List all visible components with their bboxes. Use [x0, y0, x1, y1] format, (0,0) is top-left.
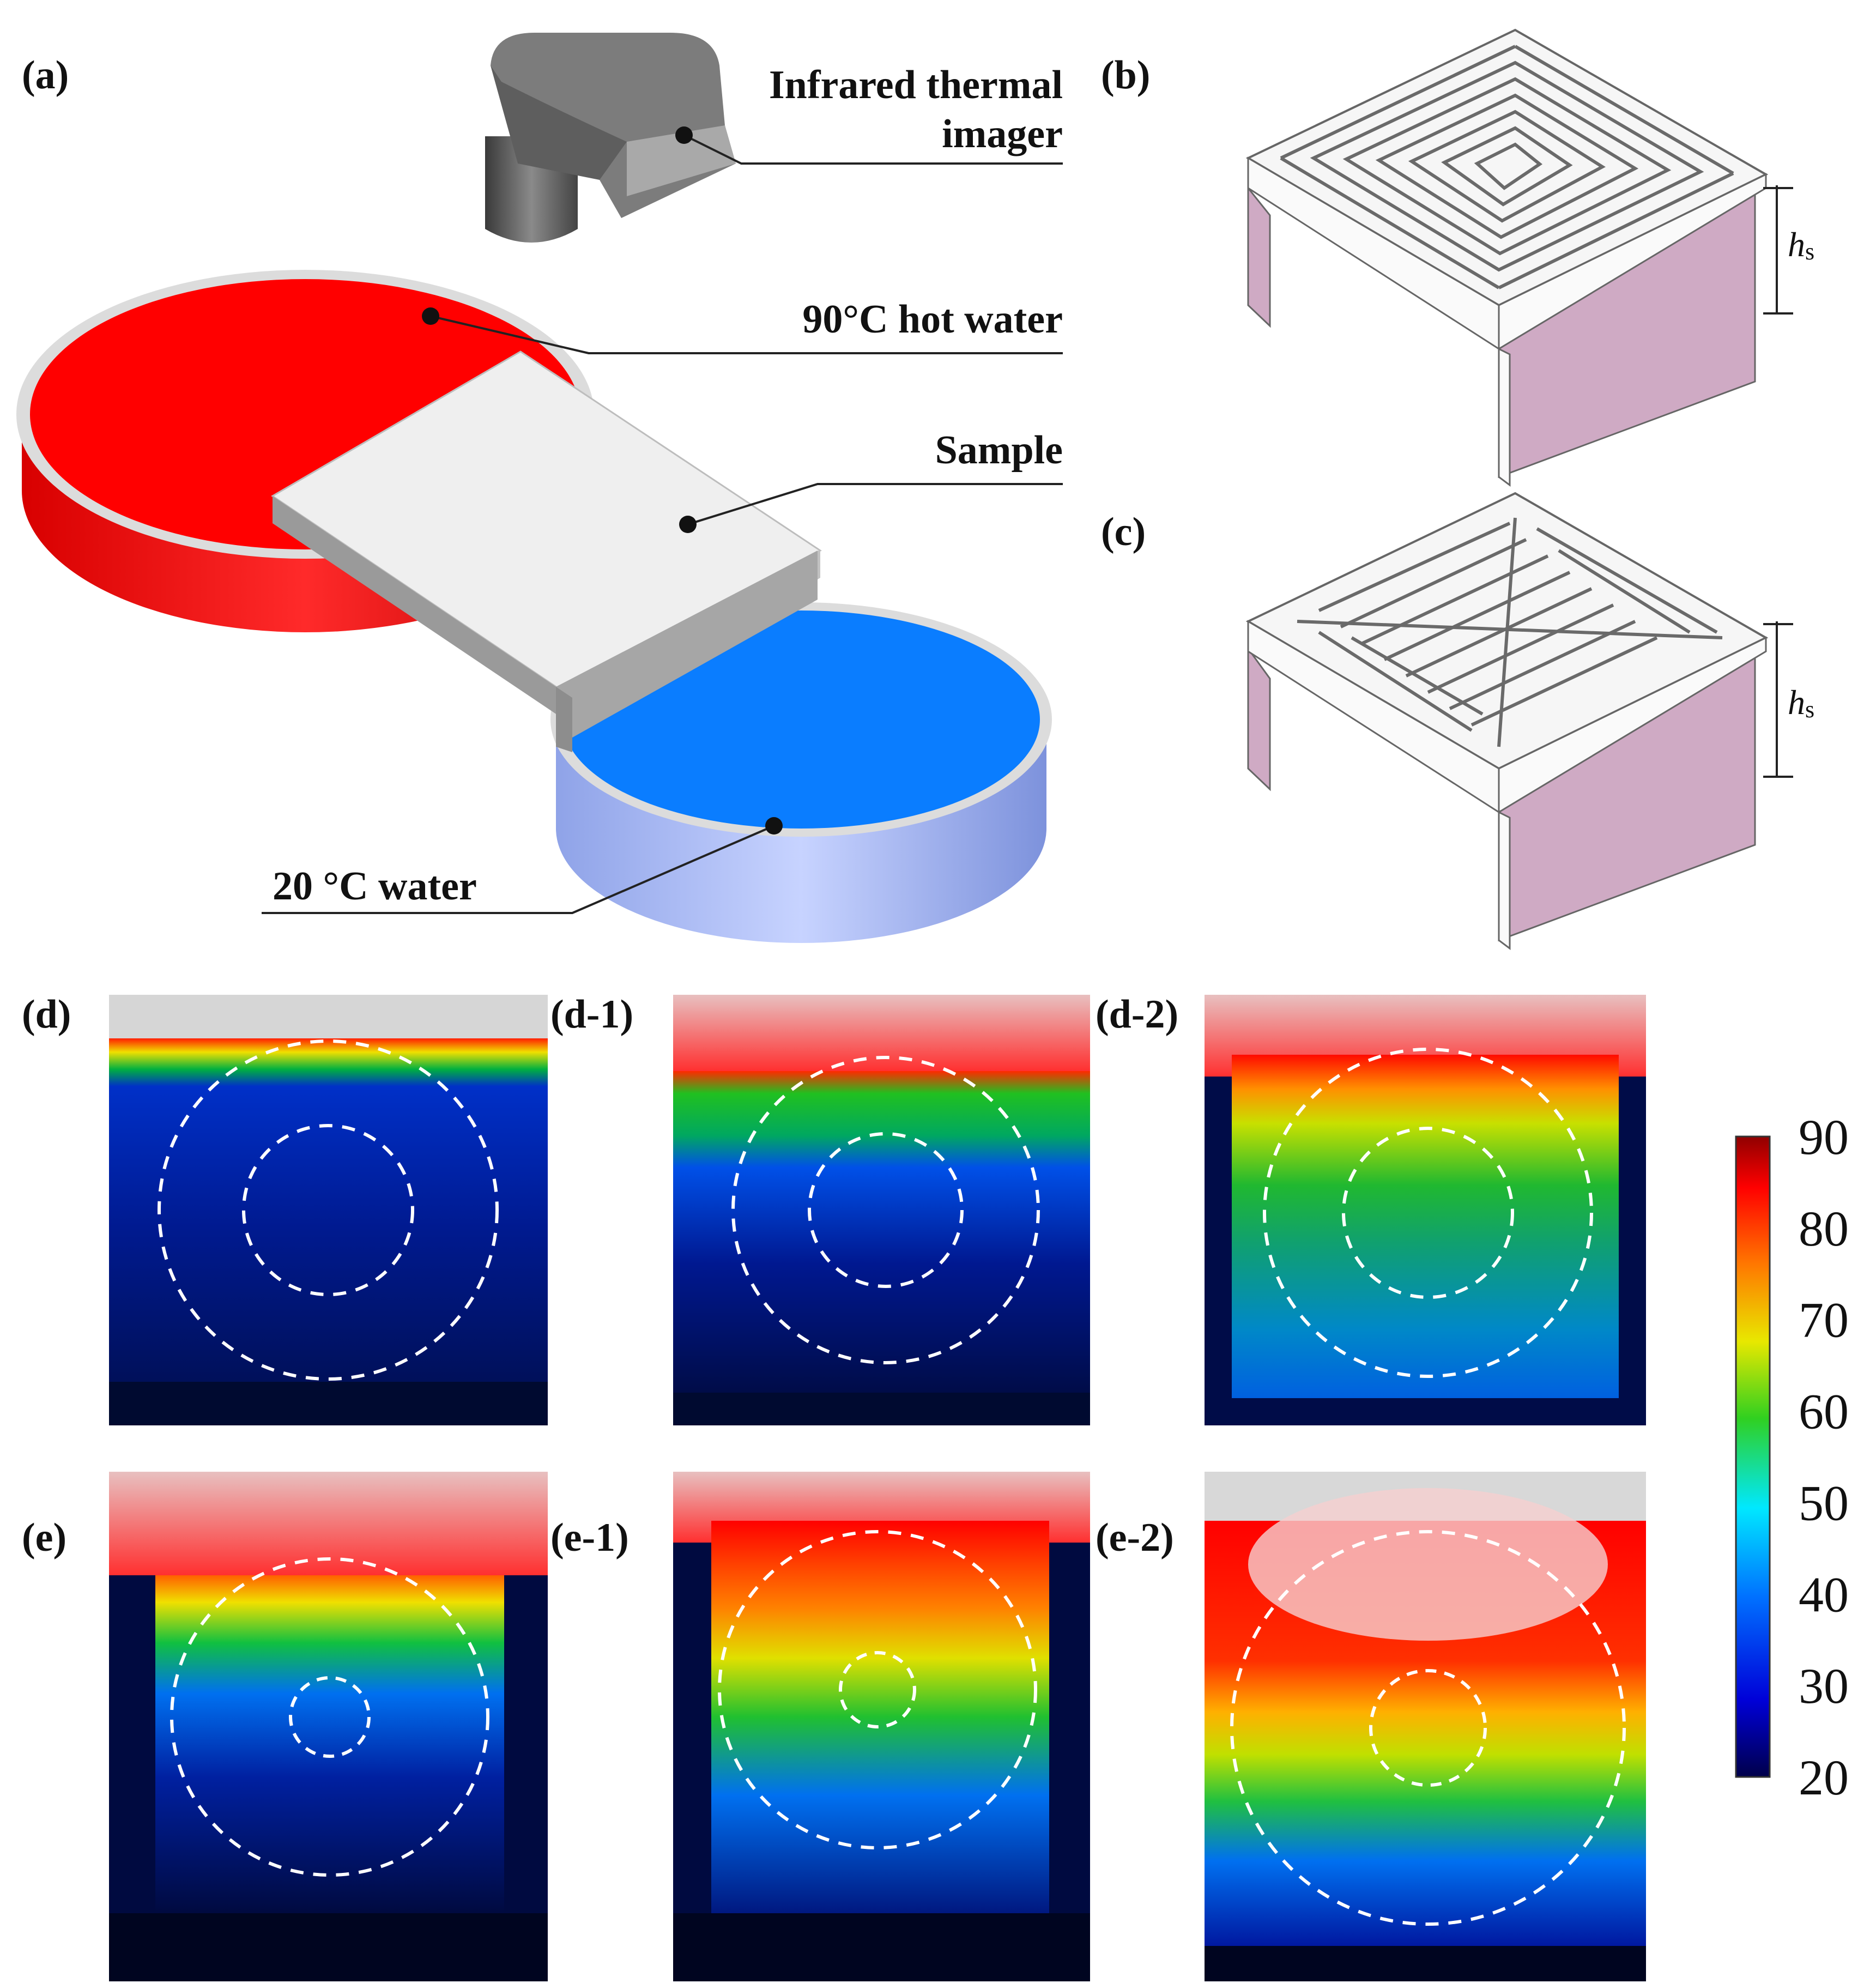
dashed-circle-inner — [808, 1132, 964, 1288]
thermal-e1: (e-1) — [550, 1472, 1090, 1981]
dimension-hs-b — [1763, 185, 1793, 315]
sample-plate — [271, 350, 822, 752]
dashed-circle-inner — [1369, 1669, 1487, 1787]
pattern-b — [1280, 45, 1734, 289]
dashed-circle-outer — [158, 1039, 499, 1381]
colorbar-gradient — [1735, 1135, 1771, 1778]
panel-label-d: (d) — [22, 992, 71, 1037]
colorbar-tick-label: 40 — [1799, 1567, 1849, 1622]
imager-label-line1: Infrared thermal — [769, 63, 1063, 107]
colorbar-tick-label: 70 — [1799, 1292, 1849, 1348]
callout-lines — [262, 134, 1063, 914]
panel-label-e1: (e-1) — [550, 1515, 629, 1560]
dashed-circle-outer — [1263, 1048, 1593, 1378]
thermal-d1: (d-1) — [550, 992, 1090, 1425]
thermal-d: (d) — [22, 992, 548, 1425]
pattern-c — [1297, 517, 1723, 747]
dashed-circle-inner — [242, 1124, 414, 1296]
colorbar-ticks: 90 80 70 60 50 40 30 20 — [1799, 1109, 1849, 1805]
dimension-label-c: hs — [1788, 683, 1814, 723]
dashed-circle-inner — [289, 1676, 371, 1758]
thermal-d2: (d-2) — [1096, 992, 1646, 1425]
panel-label-d1: (d-1) — [550, 992, 633, 1037]
colorbar-tick-label: 30 — [1799, 1658, 1849, 1714]
structure-b — [1245, 28, 1769, 487]
panel-label-c: (c) — [1101, 510, 1146, 554]
dashed-circle-inner — [1342, 1127, 1514, 1299]
infrared-imager-icon — [485, 33, 736, 243]
sample-label: Sample — [935, 428, 1063, 473]
panel-label-e: (e) — [22, 1515, 66, 1560]
imager-label-line2: imager — [942, 112, 1063, 156]
colorbar-tick-label: 20 — [1799, 1750, 1849, 1805]
panel-label-e2: (e-2) — [1096, 1515, 1174, 1560]
dashed-circle-outer — [170, 1557, 489, 1877]
thermal-e: (e) — [22, 1472, 548, 1981]
thermal-e2: (e-2) — [1096, 1472, 1646, 1981]
panel-a: (a) — [16, 33, 1063, 943]
dashed-circle-outer — [1230, 1530, 1626, 1926]
dashed-circle-outer — [718, 1530, 1037, 1849]
dashed-circle-outer — [731, 1056, 1040, 1364]
callout-dots — [422, 126, 783, 835]
panel-label-a: (a) — [22, 53, 69, 98]
colorbar-tick-label: 90 — [1799, 1109, 1849, 1165]
panel-label-b: (b) — [1101, 53, 1150, 98]
temperature-colorbar: 90 80 70 60 50 40 30 20 — [1735, 1109, 1849, 1805]
dimension-label-b: hs — [1788, 225, 1814, 265]
structure-c — [1245, 492, 1769, 950]
colorbar-tick-label: 80 — [1799, 1201, 1849, 1256]
panel-b: (b) hs — [1101, 28, 1814, 487]
dashed-circle-inner — [839, 1651, 916, 1728]
hot-water-label: 90°C hot water — [802, 297, 1063, 342]
panel-c: (c) — [1101, 492, 1814, 950]
colorbar-tick-label: 50 — [1799, 1475, 1849, 1531]
panel-label-d2: (d-2) — [1096, 992, 1178, 1037]
colorbar-tick-label: 60 — [1799, 1384, 1849, 1440]
dimension-hs-c — [1763, 621, 1793, 778]
cold-water-label: 20 °C water — [273, 864, 477, 909]
